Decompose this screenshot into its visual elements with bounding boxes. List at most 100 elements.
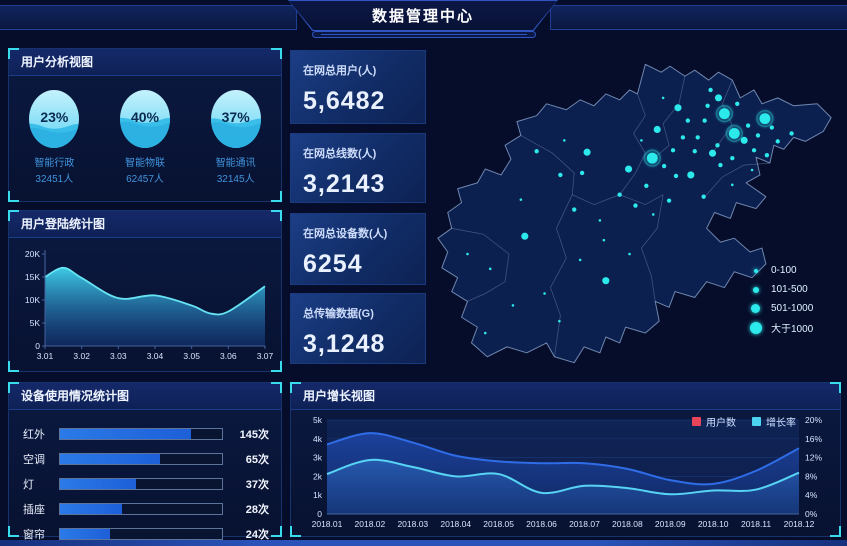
svg-text:2018.10: 2018.10	[698, 519, 729, 529]
gauge-count: 62457人	[126, 174, 164, 185]
device-bar-row: 空调 65次	[23, 450, 269, 468]
svg-text:10K: 10K	[25, 295, 40, 305]
panel-title: 用户增长视图	[291, 383, 840, 410]
device-label: 插座	[23, 504, 45, 516]
stat-card-total-users: 在网总用户(人) 5,6482	[290, 50, 426, 124]
svg-text:12%: 12%	[805, 453, 822, 463]
header: 数据管理中心	[0, 0, 847, 38]
svg-text:2018.12: 2018.12	[784, 519, 815, 529]
svg-text:20%: 20%	[805, 415, 822, 425]
device-bar-list: 红外 145次 空调 65次 灯 37次 插座 28次 窗帘	[9, 410, 281, 543]
corner-accent	[8, 48, 19, 59]
gauge-name: 智能通讯	[215, 158, 256, 169]
footer-strip	[0, 540, 847, 546]
legend-dot-icon	[751, 304, 760, 313]
svg-text:2018.04: 2018.04	[440, 519, 471, 529]
map-legend-item: 大于1000	[748, 318, 813, 337]
gauge-name: 智能物联	[124, 158, 165, 169]
svg-text:2018.01: 2018.01	[312, 519, 343, 529]
map-dots	[466, 87, 794, 335]
bar-fill	[60, 429, 192, 439]
device-bar-row: 窗帘 24次	[23, 525, 269, 543]
corner-accent	[830, 526, 841, 537]
gauge-percent: 23%	[40, 109, 69, 125]
corner-accent	[8, 382, 19, 393]
panel-user-growth: 用户增长视图 用户数 增长率 0 1k 2k 3k 4k 5k 0% 4% 8% 12% 16% 20…	[290, 382, 841, 537]
page-title: 数据管理中心	[371, 8, 474, 25]
corner-accent	[271, 382, 282, 393]
svg-text:2018.06: 2018.06	[526, 519, 557, 529]
svg-text:3.02: 3.02	[73, 351, 90, 361]
device-value: 28次	[245, 504, 269, 516]
stat-value: 5,6482	[303, 87, 386, 115]
liquid-gauge: 37%	[210, 89, 262, 149]
panel-login-stats: 用户登陆统计图 0 5K 10K 15K 20K 3.01 3.02 3.03 3.04 3.05…	[8, 210, 282, 372]
bar-track	[59, 503, 223, 515]
legend-dot-icon	[753, 268, 758, 273]
map-legend-label: 0-100	[771, 265, 797, 276]
liquid-gauge: 23%	[28, 89, 80, 149]
bar-track	[59, 428, 223, 440]
device-value: 65次	[245, 454, 269, 466]
device-bar-row: 红外 145次	[23, 425, 269, 443]
growth-area-chart: 0 1k 2k 3k 4k 5k 0% 4% 8% 12% 16% 20% 2018.01 2018.02…	[312, 415, 823, 529]
svg-text:2018.03: 2018.03	[397, 519, 428, 529]
stat-label: 在网总设备数(人)	[303, 228, 388, 240]
svg-text:1k: 1k	[313, 490, 323, 500]
corner-accent	[8, 210, 19, 221]
svg-text:20K: 20K	[25, 249, 40, 259]
panel-title: 设备使用情况统计图	[9, 383, 281, 410]
gauge-name: 智能行政	[34, 158, 75, 169]
header-banner: 数据管理中心	[288, 0, 558, 31]
svg-text:5K: 5K	[30, 318, 41, 328]
map-legend-item: 0-100	[748, 261, 813, 280]
svg-text:3.07: 3.07	[257, 351, 273, 361]
map-legend-label: 101-500	[771, 284, 808, 295]
panel-title: 用户分析视图	[9, 49, 281, 76]
panel-user-analysis: 用户分析视图 23% 智能行政 32451人 40% 智能物联 62457人 3…	[8, 48, 282, 202]
login-area-chart: 0 5K 10K 15K 20K 3.01 3.02 3.03 3.04 3.05 3.06 3.07	[25, 249, 273, 361]
device-label: 窗帘	[23, 529, 45, 541]
svg-text:3.05: 3.05	[183, 351, 200, 361]
legend-swatch-growth-rate	[752, 417, 761, 426]
device-value: 24次	[245, 529, 269, 541]
svg-text:3.01: 3.01	[37, 351, 54, 361]
bar-track	[59, 478, 223, 490]
svg-text:4%: 4%	[805, 490, 818, 500]
bar-track	[59, 453, 223, 465]
svg-text:2018.09: 2018.09	[655, 519, 686, 529]
stat-value: 3,2143	[303, 170, 386, 198]
legend-label: 增长率	[766, 418, 796, 429]
map-legend-label: 501-1000	[771, 303, 814, 314]
corner-accent	[290, 526, 301, 537]
gauge-percent: 40%	[130, 109, 159, 125]
device-label: 红外	[23, 429, 45, 441]
device-value: 145次	[239, 429, 269, 441]
header-underline-decoration	[312, 31, 536, 38]
svg-text:15K: 15K	[25, 272, 40, 282]
device-label: 空调	[23, 454, 45, 466]
svg-text:2018.08: 2018.08	[612, 519, 643, 529]
stat-card-total-lines: 在网总线数(人) 3,2143	[290, 133, 426, 203]
liquid-gauge: 40%	[119, 89, 171, 149]
svg-text:2018.07: 2018.07	[569, 519, 600, 529]
device-bar-row: 灯 37次	[23, 475, 269, 493]
svg-text:2018.05: 2018.05	[483, 519, 514, 529]
svg-text:8%: 8%	[805, 471, 818, 481]
svg-text:2018.11: 2018.11	[741, 519, 771, 529]
corner-accent	[8, 526, 19, 537]
gauge-row: 23% 智能行政 32451人 40% 智能物联 62457人 37% 智能通讯…	[9, 76, 281, 185]
bar-fill	[60, 504, 122, 514]
map-legend-item: 501-1000	[748, 299, 813, 318]
map-legend-item: 101-500	[748, 280, 813, 299]
legend-item-users: 用户数	[692, 414, 736, 429]
map-legend-label: 大于1000	[771, 324, 814, 335]
svg-text:0: 0	[317, 509, 322, 519]
stat-label: 在网总线数(人)	[303, 148, 377, 160]
device-bar-row: 插座 28次	[23, 500, 269, 518]
gauge-comms: 37% 智能通讯 32145人	[193, 89, 279, 185]
map-svg	[437, 63, 832, 364]
panel-device-usage: 设备使用情况统计图 红外 145次 空调 65次 灯 37次 插座 28次	[8, 382, 282, 541]
map-legend: 0-100 101-500 501-1000 大于1000	[748, 261, 813, 337]
svg-text:5k: 5k	[313, 415, 323, 425]
